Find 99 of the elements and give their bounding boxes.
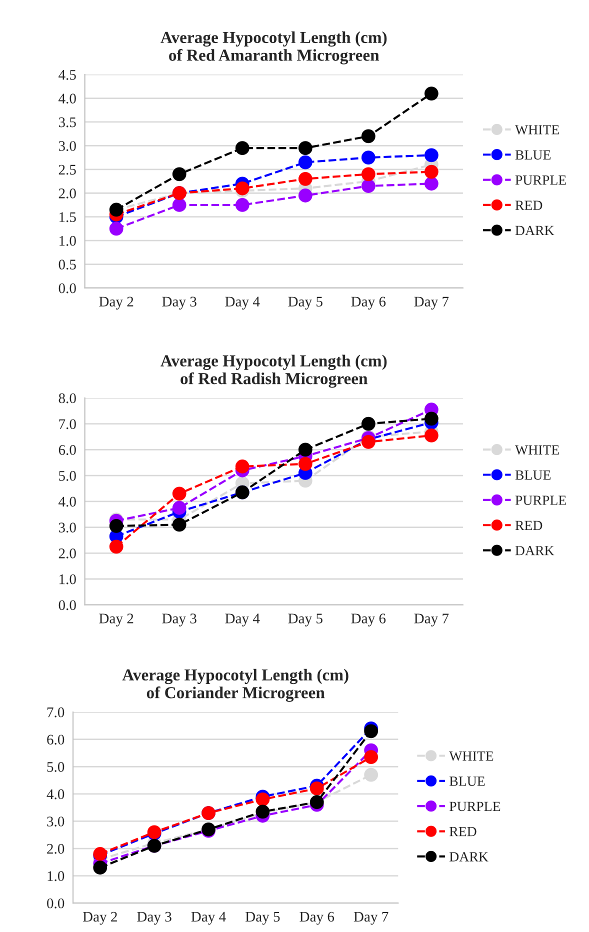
- legend-label: BLUE: [515, 150, 551, 160]
- legend-label: DARK: [450, 852, 488, 862]
- y-tick-label: 1.0: [60, 574, 76, 584]
- point: [361, 434, 376, 449]
- point: [424, 164, 438, 179]
- point: [172, 518, 186, 532]
- x-tick-label: Day 6: [351, 614, 386, 626]
- point: [172, 167, 186, 182]
- y-tick-label: 8.0: [58, 393, 76, 404]
- point: [235, 181, 250, 196]
- y-tick-label: 7.0: [47, 707, 64, 718]
- x-tick-label: Day 3: [137, 912, 172, 925]
- legend-label: PURPLE: [515, 496, 566, 505]
- legend-label: WHITE: [449, 752, 494, 761]
- y-tick-label: 6.0: [58, 445, 76, 455]
- point: [109, 540, 124, 554]
- x-tick-label: Day 4: [191, 912, 226, 925]
- y-tick-label: 0.0: [47, 898, 64, 908]
- point: [298, 456, 312, 471]
- legend-label: RED: [450, 827, 476, 836]
- point: [298, 188, 312, 202]
- x-tick-label: Day 5: [288, 296, 322, 310]
- point: [298, 172, 312, 186]
- x-tick-label: Day 2: [99, 296, 134, 310]
- point: [109, 222, 124, 236]
- point: [364, 768, 378, 782]
- legend-label: DARK: [515, 226, 554, 236]
- point: [361, 150, 376, 165]
- point: [235, 460, 250, 474]
- y-tick-label: 3.0: [47, 816, 64, 826]
- x-tick-label: Day 5: [288, 614, 322, 626]
- y-tick-label: 0.5: [58, 260, 76, 270]
- x-tick-label: Day 4: [225, 296, 260, 310]
- y-tick-label: 6.0: [47, 734, 64, 745]
- point: [172, 486, 186, 501]
- point: [93, 860, 108, 875]
- y-tick-label: 0.0: [58, 283, 76, 294]
- point: [310, 782, 324, 796]
- y-tick-label: 2.5: [58, 164, 76, 175]
- y-tick-label: 4.5: [58, 70, 76, 80]
- point: [361, 129, 376, 144]
- point: [361, 179, 376, 193]
- y-tick-label: 2.0: [47, 844, 64, 854]
- y-tick-label: 1.0: [60, 236, 76, 246]
- point: [298, 141, 312, 156]
- x-tick-label: Day 7: [414, 614, 449, 626]
- x-tick-label: Day 2: [99, 614, 134, 626]
- y-tick-label: 0.0: [58, 600, 76, 610]
- x-tick-label: Day 3: [162, 614, 196, 626]
- x-tick-label: Day 7: [414, 296, 449, 310]
- x-tick-label: Day 4: [225, 614, 260, 626]
- point: [298, 155, 312, 170]
- legend-label: PURPLE: [450, 802, 500, 812]
- chart-title: Average Hypocotyl Length (cm) of Red Amaranth Microgreen: [160, 31, 387, 64]
- y-tick-label: 2.0: [58, 188, 76, 198]
- chart-title: Average Hypocotyl Length (cm) of Red Radish Microgreen: [160, 354, 387, 388]
- point: [424, 412, 438, 426]
- legend-label: PURPLE: [515, 176, 566, 185]
- legend-label: RED: [515, 520, 542, 530]
- x-tick-label: Day 6: [300, 912, 334, 925]
- legend-label: RED: [515, 200, 542, 210]
- x-tick-label: Day 3: [162, 296, 196, 310]
- point: [364, 750, 378, 764]
- legend-label: BLUE: [515, 470, 551, 480]
- x-tick-label: Day 5: [245, 912, 280, 925]
- point: [424, 176, 438, 191]
- point: [235, 198, 250, 212]
- y-tick-label: 3.0: [58, 141, 76, 151]
- y-tick-label: 2.0: [58, 548, 76, 558]
- chart-title: Average Hypocotyl Length (cm) of Coriander Microgreen: [122, 668, 348, 702]
- y-tick-label: 4.0: [46, 789, 64, 800]
- legend-label: WHITE: [514, 125, 559, 135]
- y-tick-label: 5.0: [59, 470, 76, 481]
- point: [424, 428, 438, 442]
- x-tick-label: Day 7: [354, 912, 388, 925]
- y-tick-label: 4.0: [58, 496, 76, 507]
- point: [256, 792, 270, 806]
- x-tick-label: Day 2: [82, 912, 117, 925]
- y-tick-label: 5.0: [47, 762, 64, 772]
- legend-label: WHITE: [514, 445, 559, 455]
- point: [298, 442, 312, 457]
- point: [235, 141, 250, 156]
- point: [361, 167, 376, 182]
- point: [364, 724, 378, 738]
- y-tick-label: 1.5: [60, 212, 76, 222]
- point: [172, 500, 186, 515]
- y-tick-label: 3.5: [58, 117, 76, 128]
- point: [361, 416, 376, 431]
- y-tick-label: 1.0: [48, 871, 64, 882]
- point: [109, 519, 124, 533]
- y-tick-label: 3.0: [58, 522, 76, 533]
- point: [424, 148, 438, 162]
- y-tick-label: 4.0: [58, 94, 76, 104]
- legend-label: DARK: [515, 546, 554, 556]
- y-tick-label: 7.0: [59, 419, 76, 430]
- point: [172, 198, 186, 212]
- legend-label: BLUE: [450, 776, 485, 786]
- point: [424, 86, 438, 100]
- x-tick-label: Day 6: [351, 296, 386, 310]
